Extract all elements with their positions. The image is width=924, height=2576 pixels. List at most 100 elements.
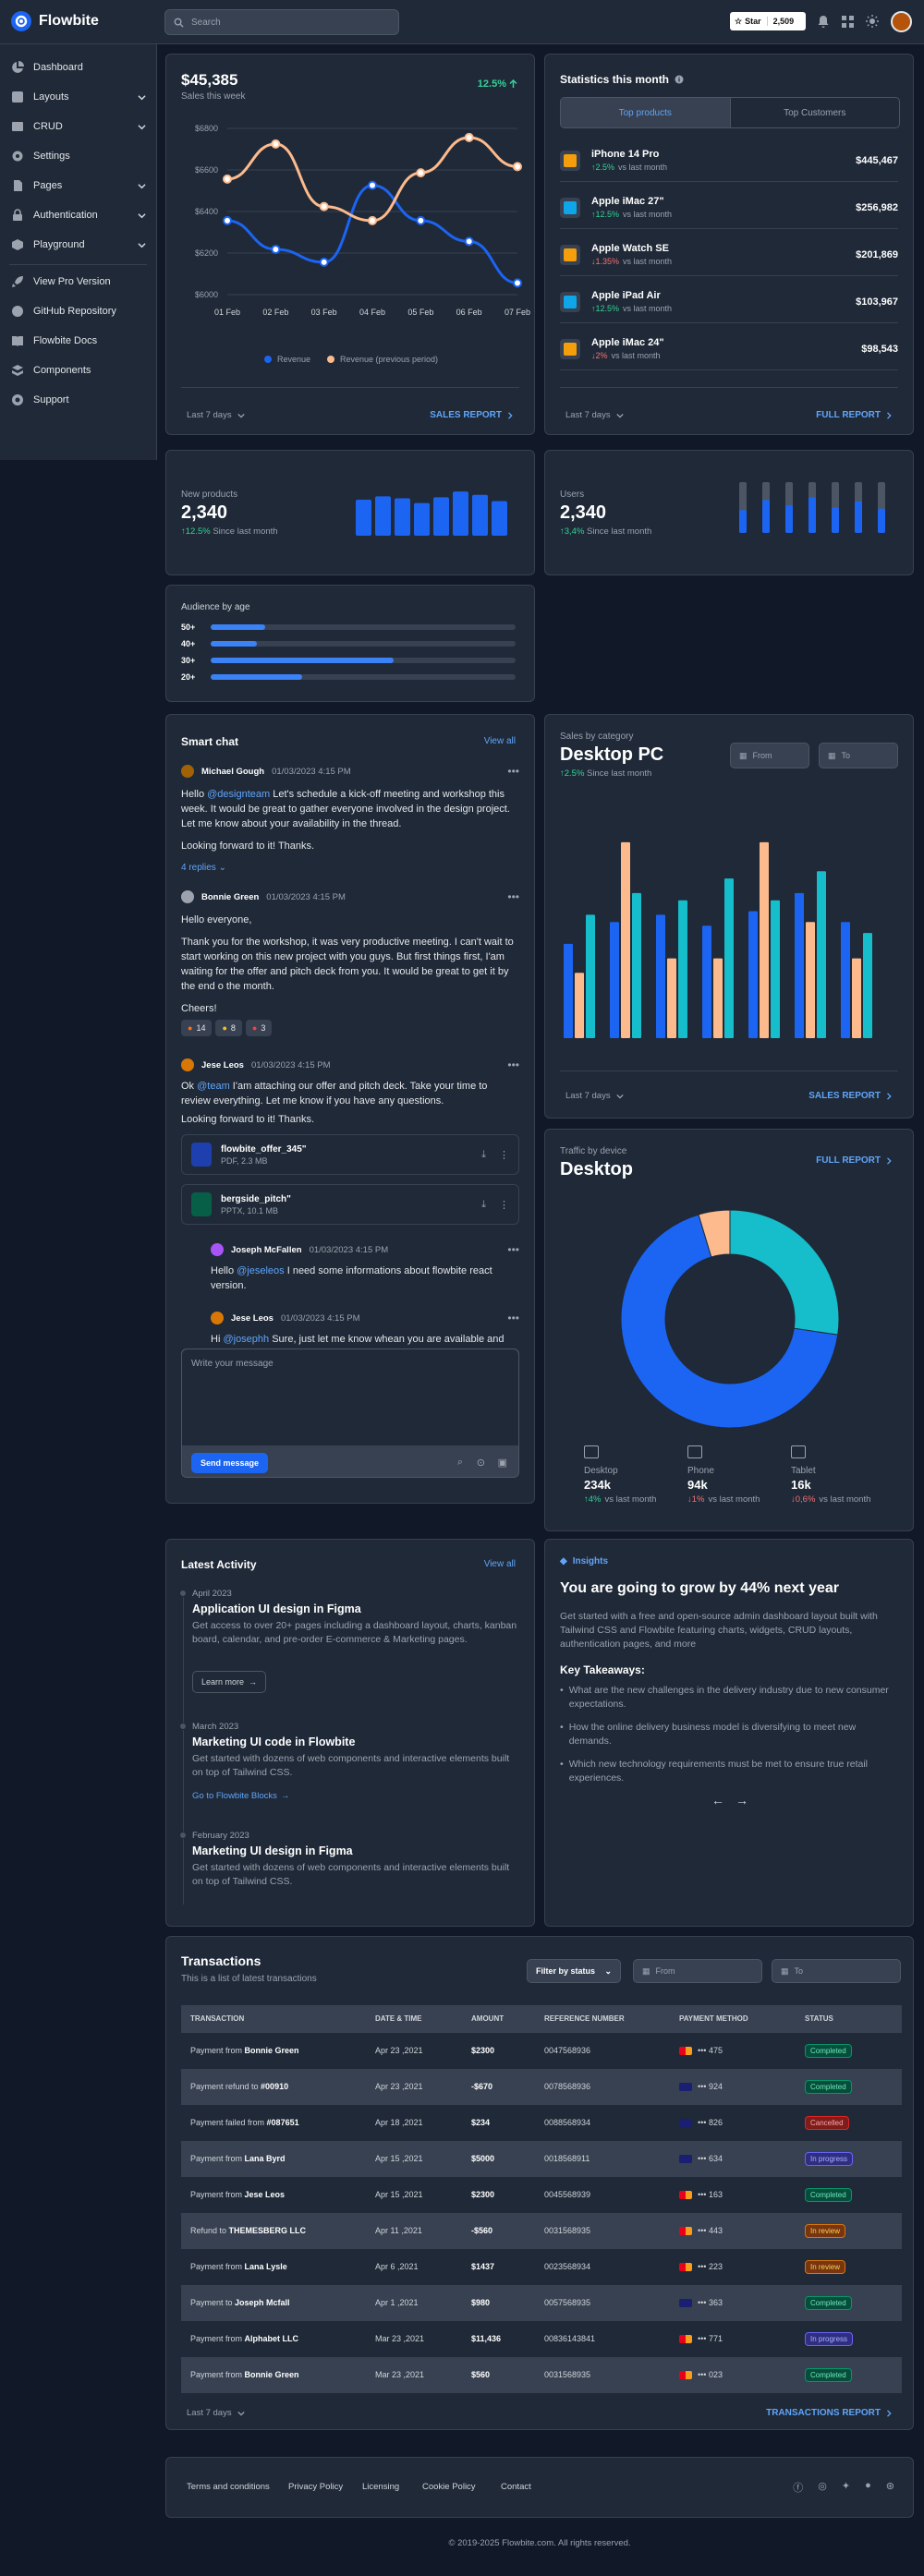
transactions-to-date[interactable]: ▦ To xyxy=(772,1959,901,1983)
table-row[interactable]: Payment from Lana Byrd Apr 15 ,2021 $5000 0… xyxy=(181,2141,902,2177)
category-to-date[interactable]: ▦ To xyxy=(819,743,898,768)
flowbite-logo-icon[interactable] xyxy=(11,11,31,31)
transactions-from-date[interactable]: ▦ From xyxy=(633,1959,762,1983)
more-vertical-icon[interactable]: ⋮ xyxy=(499,1149,509,1161)
table-row[interactable]: Payment to Joseph Mcfall Apr 1 ,2021 $980 0… xyxy=(181,2285,902,2321)
tab-top-products[interactable]: Top products xyxy=(561,98,731,127)
sidebar-item-docs[interactable]: Flowbite Docs xyxy=(11,334,97,347)
footer-link-contact[interactable]: Contact xyxy=(501,2482,531,2492)
file-attachment[interactable]: flowbite_offer_345" PDF, 2.3 MB ⤓ ⋮ xyxy=(181,1134,519,1175)
footer-link-terms[interactable]: Terms and conditions xyxy=(187,2482,270,2492)
legend-item-revenue[interactable]: Revenue xyxy=(263,355,310,364)
audience-track xyxy=(211,624,516,630)
table-row[interactable]: Payment failed from #087651 Apr 18 ,2021 $… xyxy=(181,2105,902,2141)
stats-report-link[interactable]: FULL REPORT xyxy=(816,410,893,420)
table-row[interactable]: Payment from Alphabet LLC Mar 23 ,2021 $11… xyxy=(181,2321,902,2357)
bell-icon[interactable] xyxy=(817,15,830,29)
dribbble-icon[interactable]: ⊛ xyxy=(885,2481,894,2492)
sun-icon[interactable] xyxy=(866,15,879,28)
github-icon[interactable]: ● xyxy=(865,2480,871,2491)
download-icon[interactable]: ⤓ xyxy=(481,1148,486,1160)
next-arrow-icon[interactable]: → xyxy=(736,1793,748,1808)
col-transaction: TRANSACTION xyxy=(190,2014,245,2023)
legend-item-prev[interactable]: Revenue (previous period) xyxy=(326,355,438,364)
footer-link-cookie[interactable]: Cookie Policy xyxy=(422,2482,476,2492)
mention[interactable]: @jeseleos xyxy=(237,1265,285,1276)
more-options-icon[interactable]: ••• xyxy=(507,1312,519,1324)
sidebar-item-support[interactable]: Support xyxy=(11,393,69,406)
category-report-link[interactable]: SALES REPORT xyxy=(808,1091,893,1101)
reaction-fire[interactable]: ● 14 xyxy=(181,1020,213,1036)
sidebar-item-playground[interactable]: Playground xyxy=(11,238,146,251)
more-options-icon[interactable]: ••• xyxy=(507,1243,519,1256)
replies-toggle[interactable]: 4 replies ⌄ xyxy=(181,863,226,873)
transactions-report-link[interactable]: TRANSACTIONS REPORT xyxy=(766,2408,893,2418)
flowbite-blocks-link[interactable]: Go to Flowbite Blocks → xyxy=(192,1791,289,1801)
apps-grid-icon[interactable] xyxy=(842,16,854,28)
more-options-icon[interactable]: ••• xyxy=(507,1058,519,1071)
reaction-party[interactable]: ● 3 xyxy=(245,1020,273,1036)
instagram-icon[interactable]: ◎ xyxy=(818,2481,827,2492)
stats-range-dropdown[interactable]: Last 7 days xyxy=(565,410,624,420)
download-icon[interactable]: ⤓ xyxy=(481,1198,486,1210)
more-options-icon[interactable]: ••• xyxy=(507,765,519,778)
mention[interactable]: @josephh xyxy=(223,1334,270,1345)
message-textarea[interactable]: Write your message xyxy=(182,1349,518,1445)
filter-status-dropdown[interactable]: Filter by status ⌄ xyxy=(527,1959,621,1983)
sales-report-link[interactable]: SALES REPORT xyxy=(430,410,514,420)
category-range-dropdown[interactable]: Last 7 days xyxy=(565,1091,624,1101)
file-attachment[interactable]: bergside_pitch" PPTX, 10.1 MB ⤓ ⋮ xyxy=(181,1184,519,1225)
sidebar-item-components[interactable]: Components xyxy=(11,364,91,377)
product-row[interactable]: Apple iMac 27" ↑12.5% vs last month $256,98… xyxy=(560,187,898,229)
range-label: Last 7 days xyxy=(187,2408,232,2418)
transactions-range-dropdown[interactable]: Last 7 days xyxy=(187,2408,245,2418)
sidebar-item-view-pro[interactable]: View Pro Version xyxy=(11,275,111,288)
sidebar-item-crud[interactable]: CRUD xyxy=(11,120,146,133)
chat-view-all-link[interactable]: View all xyxy=(483,736,516,746)
sidebar-item-settings[interactable]: Settings xyxy=(11,150,70,163)
activity-view-all-link[interactable]: View all xyxy=(483,1559,516,1569)
table-row[interactable]: Payment from Lana Lysle Apr 6 ,2021 $1437 0… xyxy=(181,2249,902,2285)
learn-more-button[interactable]: Learn more → xyxy=(192,1671,267,1693)
tab-top-customers[interactable]: Top Customers xyxy=(784,107,846,118)
facebook-icon[interactable]: ⓕ xyxy=(793,2483,804,2494)
search-box[interactable]: Search xyxy=(164,9,399,35)
footer-link-privacy[interactable]: Privacy Policy xyxy=(288,2482,344,2492)
send-message-button[interactable]: Send message xyxy=(191,1453,269,1473)
more-vertical-icon[interactable]: ⋮ xyxy=(499,1199,509,1211)
github-star-button[interactable]: ☆ Star 2,509 xyxy=(730,12,806,30)
search-input[interactable]: Search xyxy=(191,18,221,28)
table-row[interactable]: Payment from Bonnie Green Mar 23 ,2021 $56… xyxy=(181,2357,902,2393)
twitter-icon[interactable]: ✦ xyxy=(841,2481,851,2492)
info-icon[interactable] xyxy=(675,75,684,84)
traffic-report-link[interactable]: FULL REPORT xyxy=(816,1155,893,1166)
brand-name[interactable]: Flowbite xyxy=(39,13,99,29)
sidebar-item-pages[interactable]: Pages xyxy=(11,179,146,192)
table-row[interactable]: Payment from Jese Leos Apr 15 ,2021 $2300 0… xyxy=(181,2177,902,2213)
sidebar-item-layouts[interactable]: Layouts xyxy=(11,91,146,103)
sidebar-item-github[interactable]: GitHub Repository xyxy=(11,305,116,318)
mention[interactable]: @designteam xyxy=(207,789,271,800)
image-icon[interactable]: ▣ xyxy=(497,1457,507,1469)
table-row[interactable]: Payment refund to #00910 Apr 23 ,2021 -$67… xyxy=(181,2069,902,2105)
location-icon[interactable]: ⊙ xyxy=(476,1457,485,1469)
attachment-icon[interactable]: ⌕ xyxy=(456,1457,463,1468)
change-value: 3,4% xyxy=(564,526,585,537)
product-row[interactable]: Apple Watch SE ↓1.35% vs last month $201,86… xyxy=(560,234,898,276)
sidebar-item-authentication[interactable]: Authentication xyxy=(11,209,146,222)
timeline-dot xyxy=(179,1590,187,1597)
mention[interactable]: @team xyxy=(197,1081,230,1092)
category-from-date[interactable]: ▦ From xyxy=(730,743,809,768)
prev-arrow-icon[interactable]: ← xyxy=(711,1793,724,1808)
product-row[interactable]: Apple iMac 24" ↓2% vs last month $98,543 xyxy=(560,328,898,370)
more-options-icon[interactable]: ••• xyxy=(507,890,519,903)
sales-range-dropdown[interactable]: Last 7 days xyxy=(187,410,245,420)
table-row[interactable]: Payment from Bonnie Green Apr 23 ,2021 $23… xyxy=(181,2033,902,2069)
footer-link-licensing[interactable]: Licensing xyxy=(362,2482,400,2492)
reaction-clap[interactable]: ● 8 xyxy=(215,1020,242,1036)
sidebar-item-dashboard[interactable]: Dashboard xyxy=(11,61,83,74)
user-avatar[interactable] xyxy=(891,11,912,32)
product-row[interactable]: iPhone 14 Pro ↑2.5% vs last month $445,467 xyxy=(560,139,898,182)
product-row[interactable]: Apple iPad Air ↑12.5% vs last month $103,96… xyxy=(560,281,898,323)
table-row[interactable]: Refund to THEMESBERG LLC Apr 11 ,2021 -$56… xyxy=(181,2213,902,2249)
